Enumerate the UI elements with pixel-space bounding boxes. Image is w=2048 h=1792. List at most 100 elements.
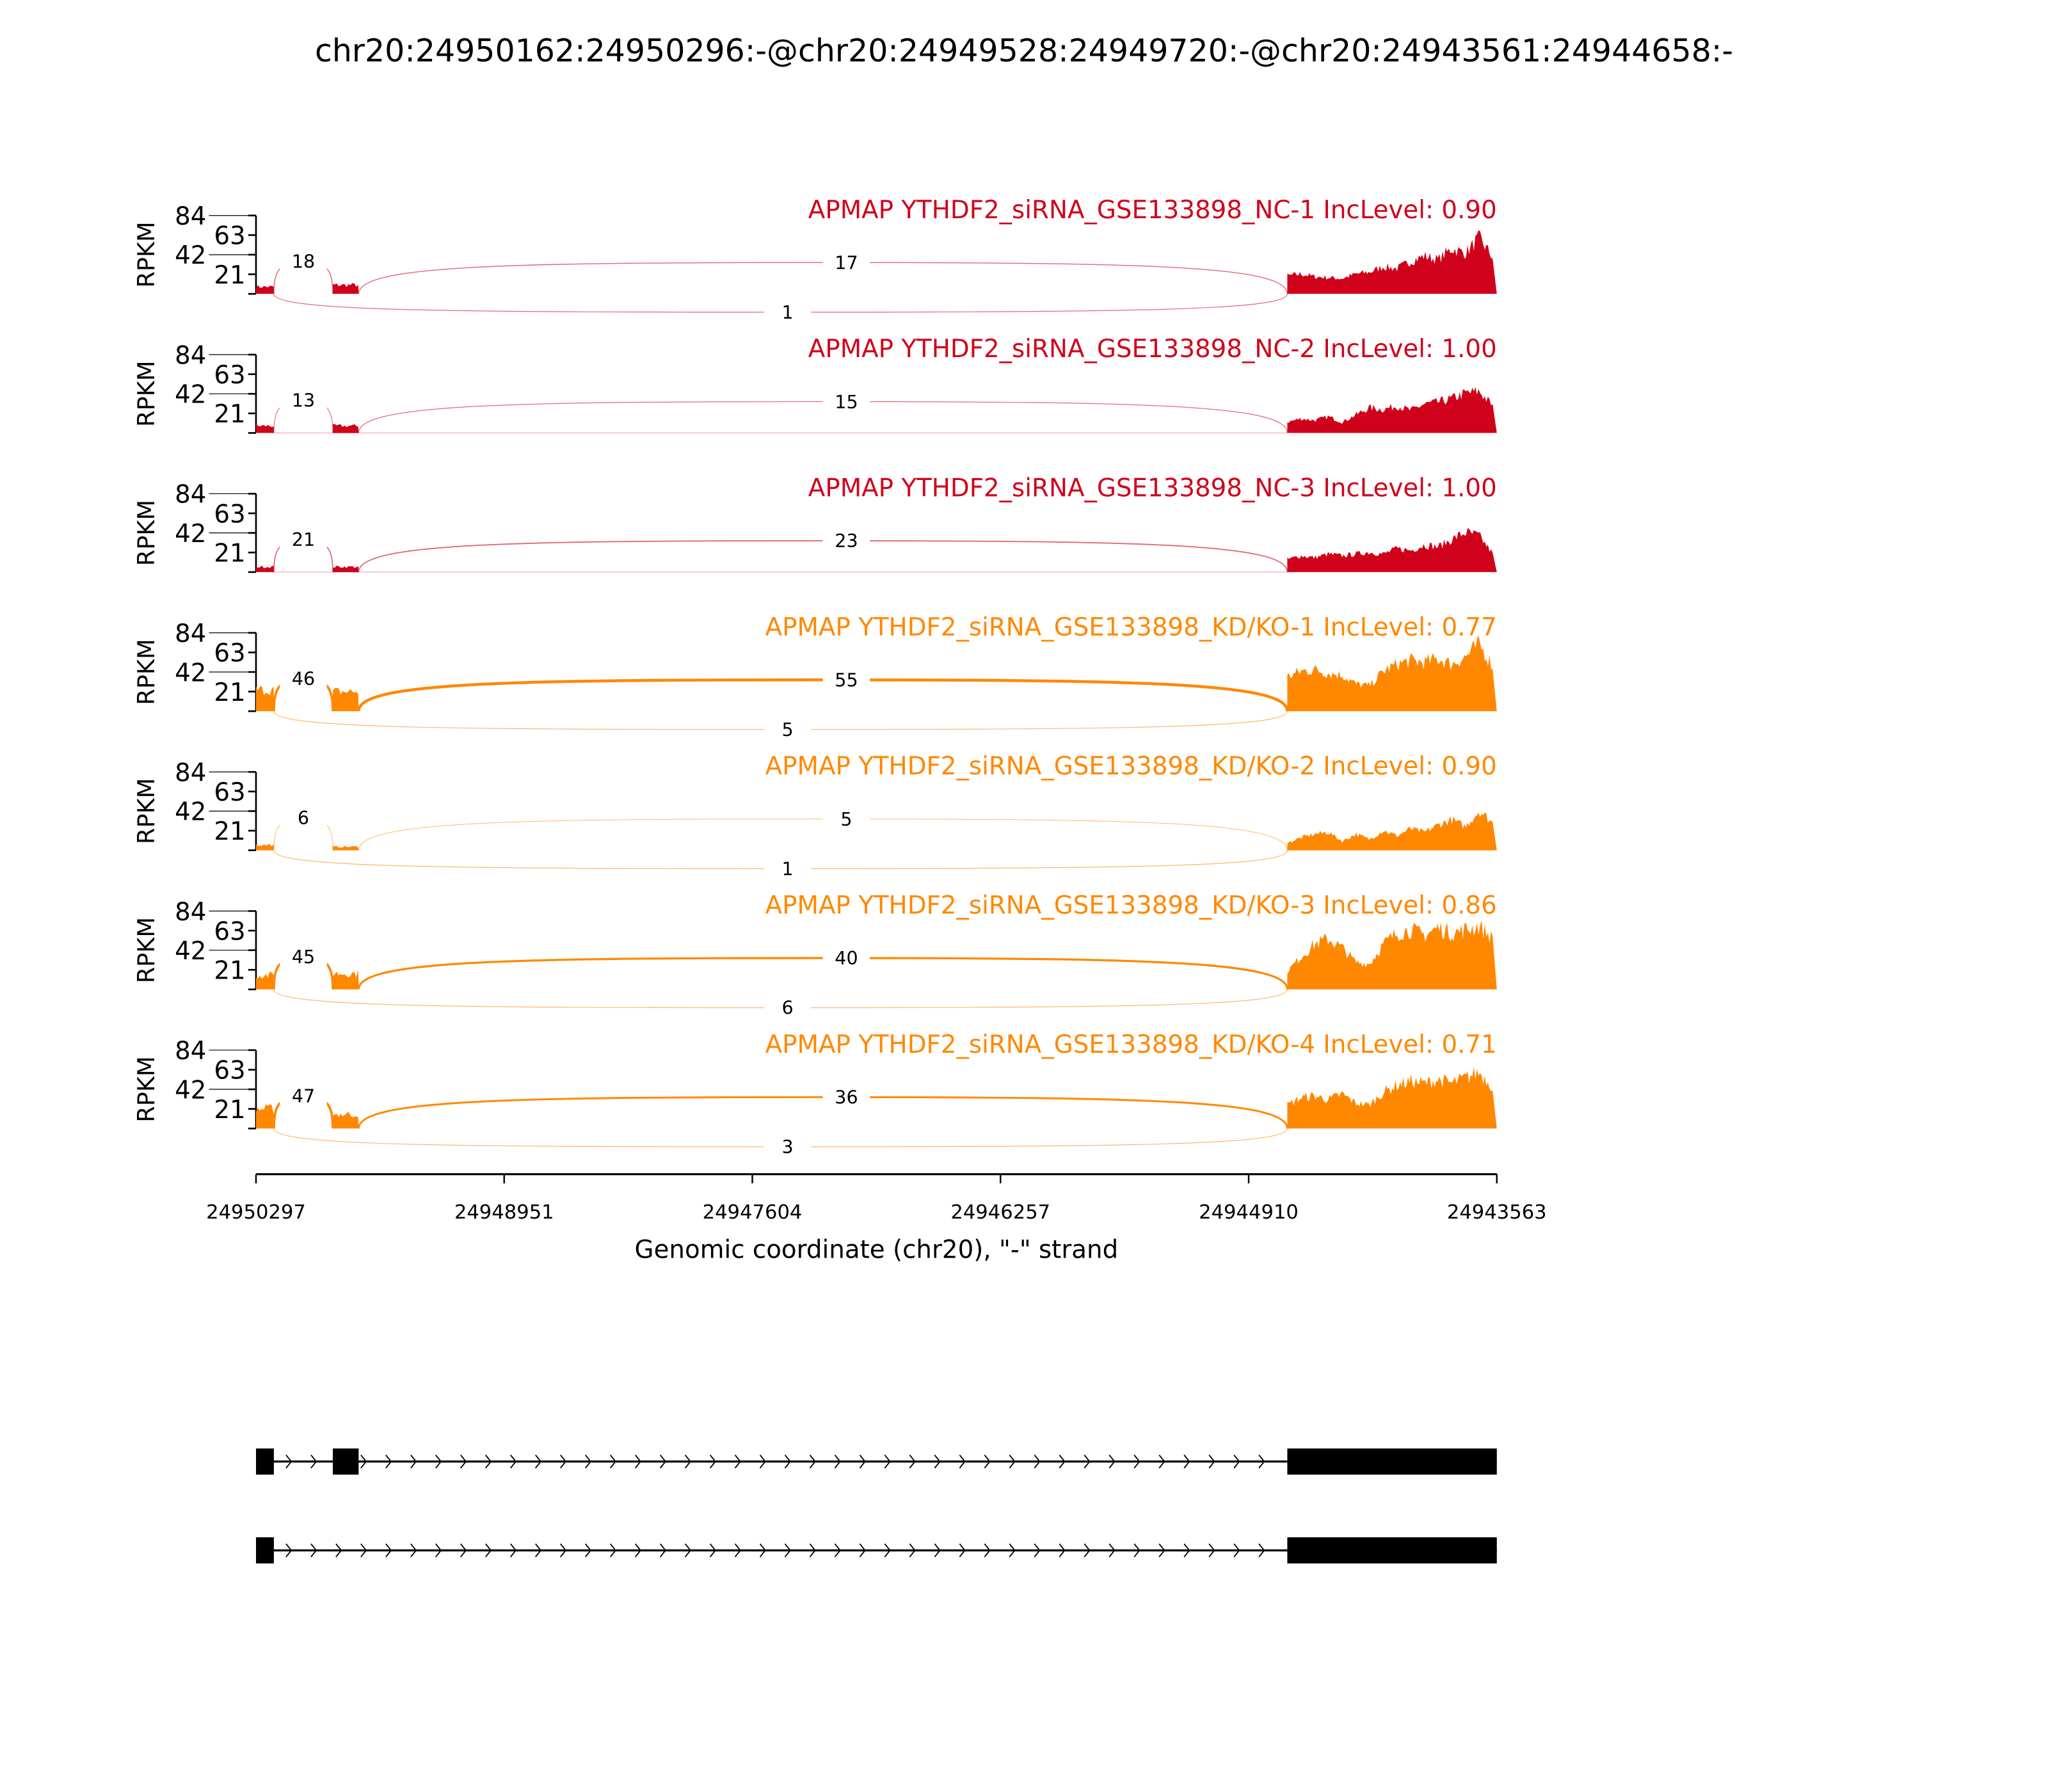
- y-tick-label: 84: [175, 202, 206, 231]
- y-axis-label: RPKM: [132, 1056, 160, 1122]
- strand-arrow-icon: [410, 1543, 417, 1558]
- strand-arrow-icon: [460, 1454, 467, 1469]
- junction-count: 1: [782, 301, 794, 323]
- junction-label-bg: [280, 388, 327, 415]
- junction-count: 47: [292, 1085, 315, 1107]
- y-tick-label: 84: [175, 620, 206, 648]
- y-tick-label: 42: [175, 1076, 206, 1105]
- transcript: [256, 1537, 1497, 1564]
- transcript: [256, 1448, 1497, 1475]
- strand-arrow-icon: [1183, 1454, 1190, 1469]
- exon-block: [256, 1448, 274, 1475]
- strand-arrow-icon: [609, 1454, 617, 1469]
- coverage-exon1: [256, 686, 274, 712]
- strand-arrow-icon: [1133, 1454, 1140, 1469]
- x-axis-label: Genomic coordinate (chr20), "-" strand: [635, 1235, 1119, 1264]
- junction-label-bg: [280, 1084, 327, 1110]
- strand-arrow-icon: [1133, 1543, 1140, 1558]
- coverage-exon1: [256, 424, 274, 433]
- sample-panel: 21 42 63 84 RPKM APMAP YTHDF2_siRNA_GSE133898…: [132, 752, 1497, 882]
- junction-label-bg: [822, 945, 870, 972]
- y-tick-label: 63: [214, 500, 245, 529]
- coverage-exon3: [1287, 528, 1497, 572]
- x-tick-label: 24943563: [1447, 1201, 1547, 1224]
- sample-panel: 21 42 63 84 RPKM APMAP YTHDF2_siRNA_GSE133898…: [132, 196, 1497, 326]
- strand-arrow-icon: [959, 1543, 966, 1558]
- junction-label-bg: [764, 995, 812, 1021]
- junction-count: 40: [835, 947, 858, 969]
- strand-arrow-icon: [634, 1543, 641, 1558]
- sample-panel: 21 42 63 84 RPKM APMAP YTHDF2_siRNA_GSE133898…: [132, 474, 1497, 573]
- strand-arrow-icon: [535, 1543, 542, 1558]
- junction-label-bg: [280, 945, 327, 972]
- y-tick-label: 42: [175, 241, 206, 270]
- strand-arrow-icon: [584, 1454, 592, 1469]
- coverage-exon1: [256, 565, 274, 572]
- junction-count: 6: [782, 997, 794, 1019]
- coverage-exon3: [1287, 1067, 1497, 1129]
- y-axis-label: RPKM: [132, 221, 160, 287]
- junction-label-bg: [764, 1133, 812, 1160]
- strand-arrow-icon: [1158, 1454, 1165, 1469]
- junction-count: 55: [835, 669, 858, 691]
- strand-arrow-icon: [485, 1543, 492, 1558]
- strand-arrow-icon: [609, 1543, 617, 1558]
- y-tick-label: 21: [214, 400, 245, 429]
- strand-arrow-icon: [984, 1454, 991, 1469]
- y-tick-label: 21: [214, 540, 245, 568]
- strand-arrow-icon: [559, 1543, 567, 1558]
- coverage-exon3: [1287, 230, 1497, 294]
- strand-arrow-icon: [884, 1454, 891, 1469]
- y-axis-label: RPKM: [132, 917, 160, 983]
- strand-arrow-icon: [435, 1454, 442, 1469]
- strand-arrow-icon: [1108, 1543, 1116, 1558]
- exon-block: [256, 1537, 274, 1564]
- y-axis-label: RPKM: [132, 639, 160, 705]
- transcript-tracks: [256, 1448, 1497, 1564]
- strand-arrow-icon: [1233, 1543, 1240, 1558]
- strand-arrow-icon: [1108, 1454, 1116, 1469]
- exon-block: [1287, 1537, 1497, 1564]
- strand-arrow-icon: [634, 1454, 641, 1469]
- junction-count: 13: [292, 390, 315, 412]
- junction-label-bg: [822, 388, 870, 415]
- y-tick-label: 21: [214, 957, 245, 986]
- strand-arrow-icon: [1059, 1454, 1066, 1469]
- x-tick-label: 24950297: [206, 1201, 306, 1224]
- strand-arrow-icon: [360, 1454, 367, 1469]
- y-tick-label: 21: [214, 817, 245, 846]
- y-tick-label: 42: [175, 798, 206, 827]
- strand-arrow-icon: [909, 1454, 916, 1469]
- junction-label-bg: [764, 299, 812, 326]
- y-tick-label: 21: [214, 261, 245, 290]
- y-tick-label: 63: [214, 917, 245, 946]
- coverage-exon3: [1287, 635, 1497, 712]
- exon-block: [333, 1448, 359, 1475]
- coverage-exon2: [333, 565, 359, 572]
- y-tick-label: 42: [175, 381, 206, 410]
- strand-arrow-icon: [285, 1543, 292, 1558]
- strand-arrow-icon: [485, 1454, 492, 1469]
- strand-arrow-icon: [1009, 1454, 1016, 1469]
- junction-count: 17: [835, 252, 858, 273]
- strand-arrow-icon: [659, 1454, 666, 1469]
- junction-count: 1: [782, 858, 794, 879]
- junction-label-bg: [822, 806, 870, 832]
- strand-arrow-icon: [559, 1454, 567, 1469]
- strand-arrow-icon: [859, 1543, 866, 1558]
- x-tick-label: 24944910: [1199, 1201, 1299, 1224]
- strand-arrow-icon: [734, 1543, 741, 1558]
- strand-arrow-icon: [659, 1543, 666, 1558]
- y-tick-label: 84: [175, 1037, 206, 1066]
- strand-arrow-icon: [410, 1454, 417, 1469]
- strand-arrow-icon: [285, 1454, 292, 1469]
- junction-count: 6: [298, 807, 309, 829]
- strand-arrow-icon: [1034, 1454, 1041, 1469]
- strand-arrow-icon: [1183, 1543, 1190, 1558]
- junction-label-bg: [822, 249, 870, 276]
- coverage-exon1: [256, 285, 274, 294]
- strand-arrow-icon: [1009, 1543, 1016, 1558]
- junction-count: 46: [292, 668, 315, 689]
- junction-label-bg: [764, 855, 812, 882]
